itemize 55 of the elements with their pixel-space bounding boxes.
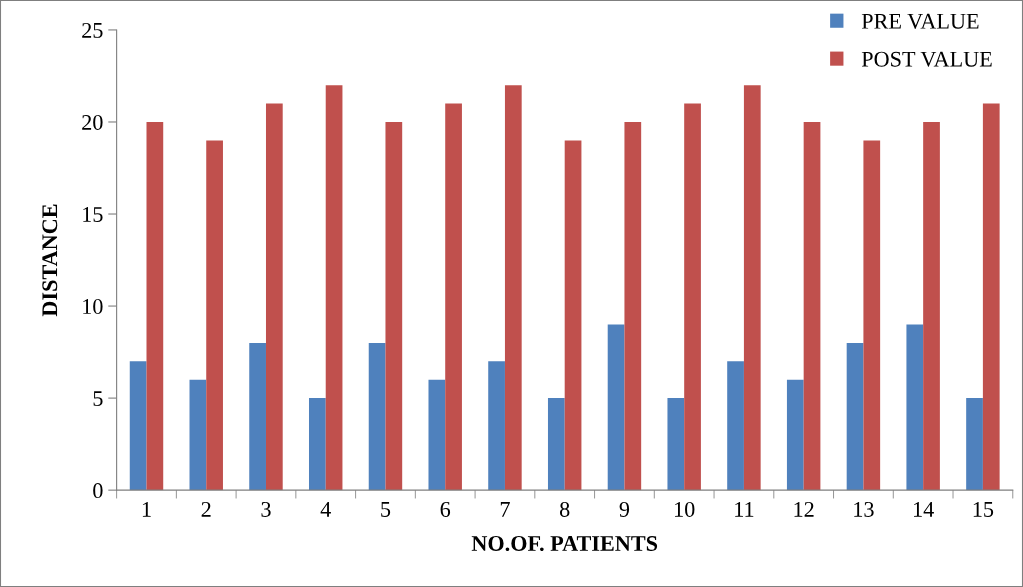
x-tick-label: 7: [500, 502, 510, 517]
x-tick-label: 5: [381, 502, 391, 517]
bar: [265, 103, 283, 491]
bar: [129, 361, 147, 491]
bar: [846, 342, 864, 491]
bar: [189, 379, 207, 491]
bar: [966, 398, 983, 491]
bar: [727, 361, 744, 491]
x-tick-label: 10: [675, 501, 695, 517]
x-tick-label: 4: [320, 502, 331, 517]
x-tick-label: 2: [201, 501, 211, 517]
bar: [368, 342, 386, 491]
y-tick-label: 0: [93, 483, 103, 499]
bar: [309, 398, 326, 491]
bar: [249, 342, 266, 491]
bar: [564, 140, 582, 491]
bar: [325, 85, 343, 491]
bar: [445, 103, 462, 491]
bar: [504, 85, 522, 491]
bar: [607, 324, 625, 491]
bar: [146, 121, 164, 491]
bar: [803, 121, 821, 491]
bar: [547, 398, 565, 491]
bar: [428, 379, 446, 491]
x-tick-label: 8: [559, 501, 570, 517]
bar: [906, 324, 924, 491]
x-tick-label: 15: [973, 502, 994, 517]
bar: [982, 103, 1000, 491]
bar: [488, 361, 505, 491]
y-tick-label: 5: [93, 391, 103, 407]
bar: [624, 121, 642, 491]
bar: [385, 121, 403, 491]
bar: [923, 121, 940, 491]
y-tick-label: 10: [83, 298, 103, 314]
x-tick-label: 3: [261, 501, 271, 517]
y-tick-label: 15: [83, 207, 103, 222]
y-tick-label: 20: [82, 114, 103, 130]
x-tick-label: 13: [854, 501, 874, 517]
x-axis-title: NO.OF. PATIENTS: [471, 536, 658, 552]
bar: [667, 398, 685, 491]
bar: [786, 379, 804, 491]
x-tick-label: 9: [619, 501, 630, 517]
y-axis-title: DISTANCE: [42, 204, 58, 317]
legend-label: POST VALUE: [861, 51, 992, 67]
bar: [863, 140, 881, 491]
x-tick-label: 14: [914, 502, 934, 517]
x-tick-label: 12: [794, 501, 814, 517]
y-tick-label: 25: [82, 22, 103, 38]
x-tick-label: 1: [142, 502, 151, 517]
bar: [206, 140, 223, 491]
x-tick-label: 11: [735, 502, 754, 517]
bar: [684, 103, 701, 491]
x-tick-label: 6: [440, 501, 451, 517]
legend-label: PRE VALUE: [861, 13, 979, 29]
bar: [743, 85, 761, 491]
